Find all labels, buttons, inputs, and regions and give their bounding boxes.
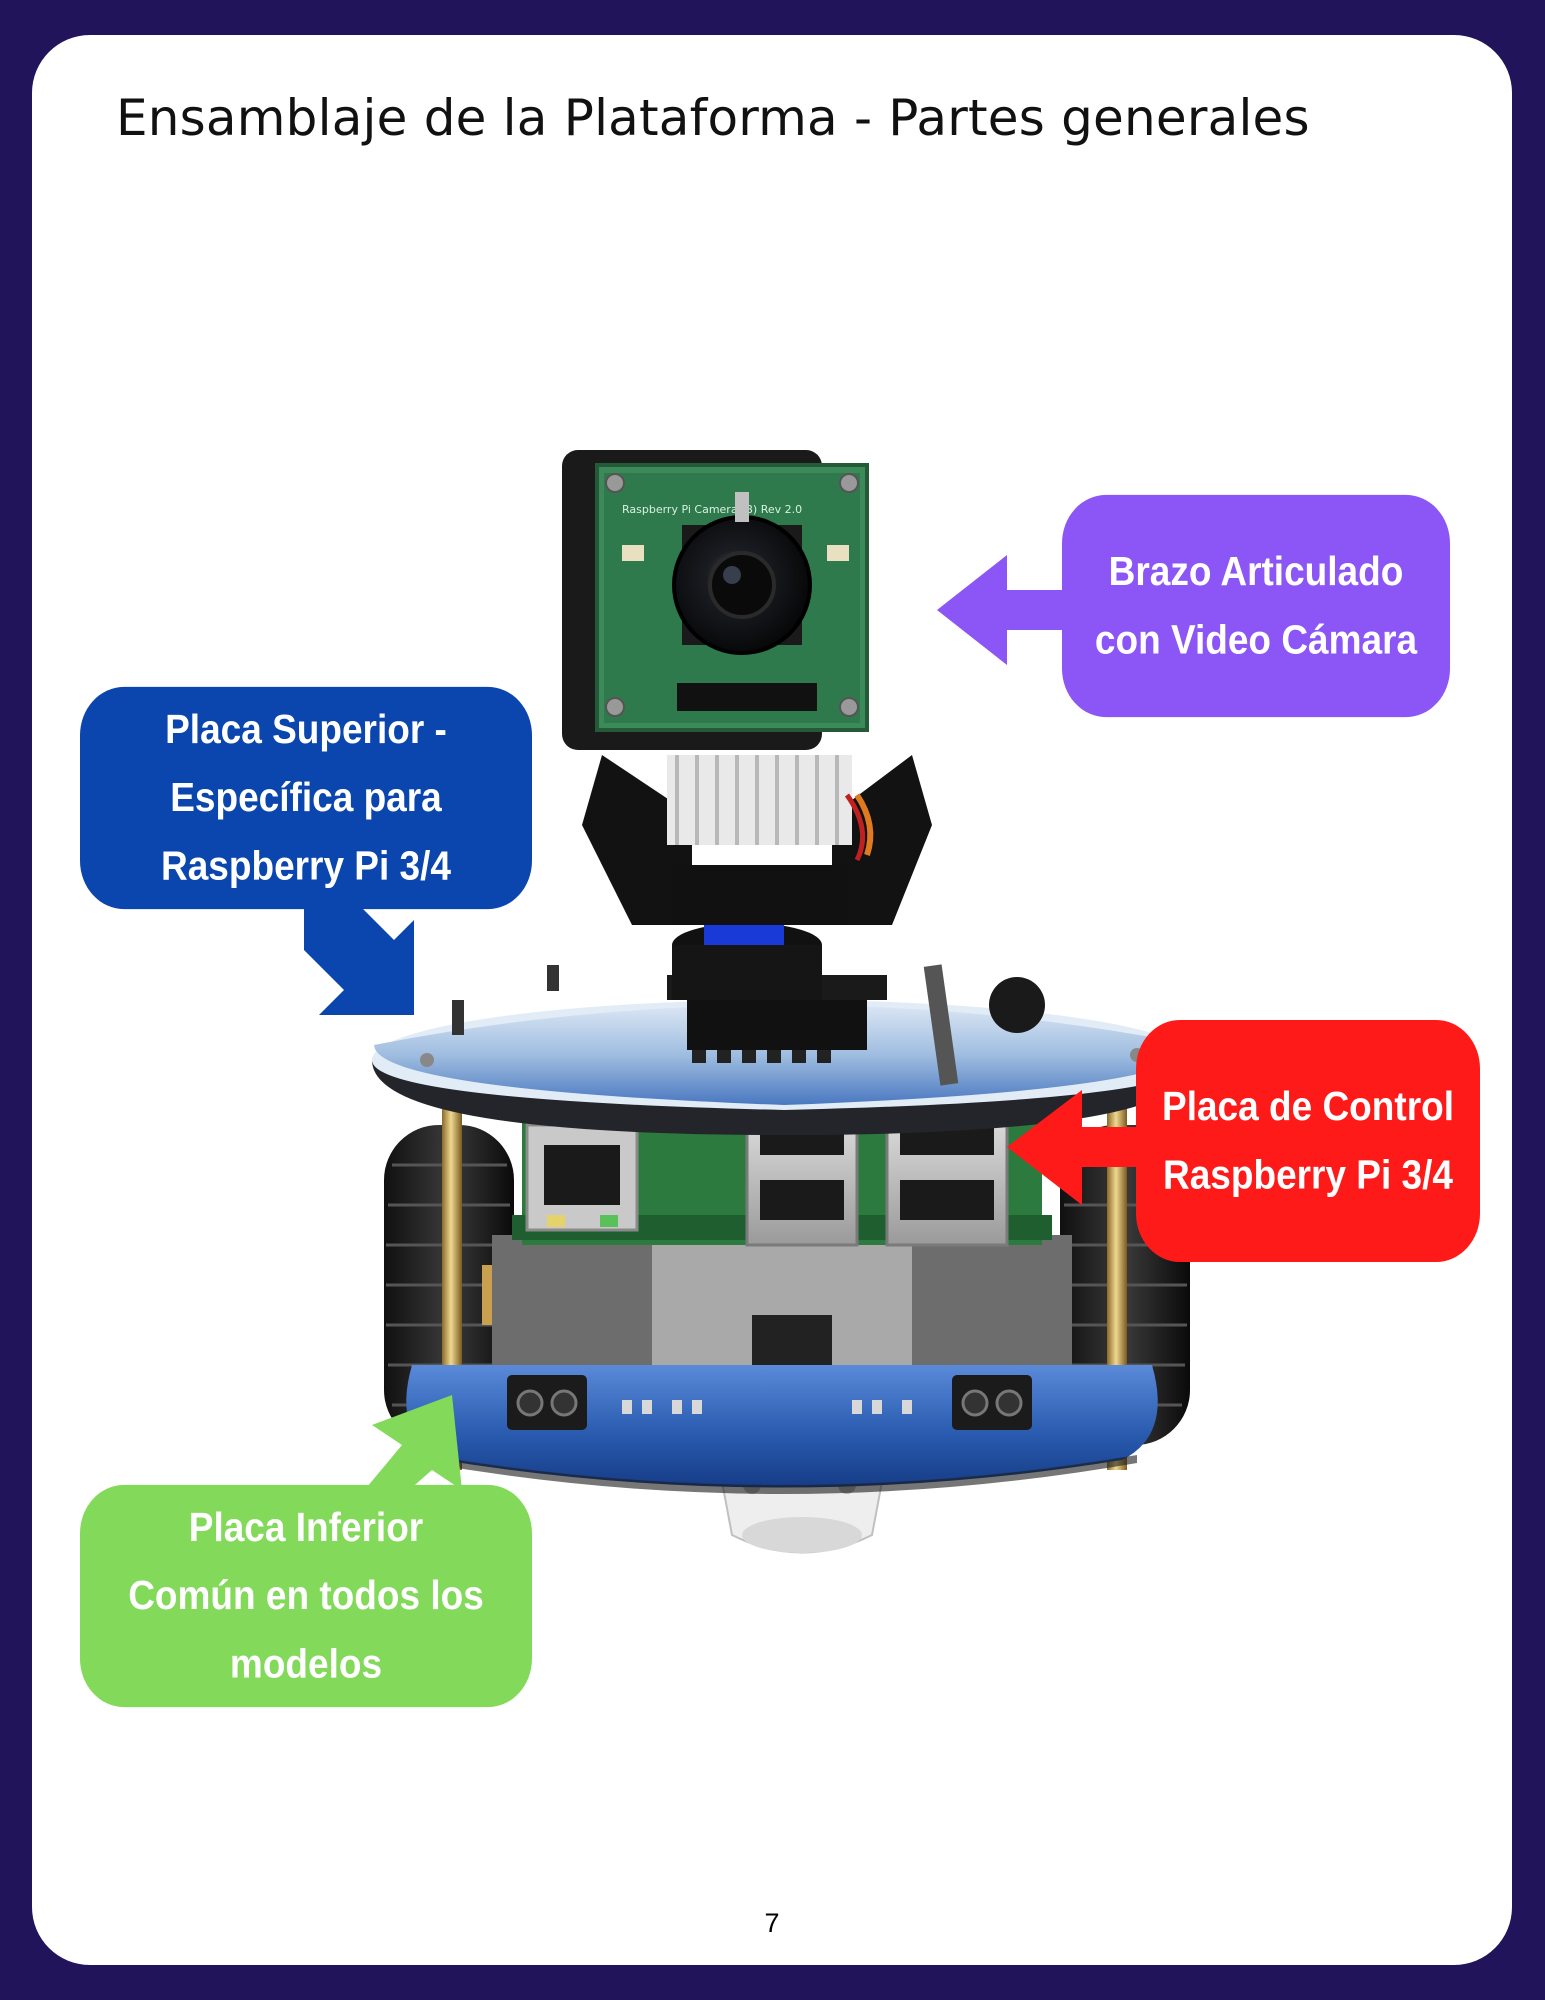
camera-board-text: Raspberry Pi Camera (B) Rev 2.0 — [622, 503, 802, 516]
robot-platform-photo: Raspberry Pi Camera (B) Rev 2.0 — [372, 450, 1196, 1554]
arrow-lower-board — [352, 1395, 462, 1505]
arrow-control-board — [1007, 1090, 1147, 1205]
page: Ensamblaje de la Plataforma - Partes gen… — [32, 35, 1512, 1965]
callout-upper-line2: Específica para — [170, 774, 442, 820]
upper-board — [372, 964, 1196, 1135]
page-number: 7 — [764, 1908, 780, 1938]
callout-upper-line3: Raspberry Pi 3/4 — [161, 843, 451, 889]
callout-control-line2: Raspberry Pi 3/4 — [1163, 1152, 1453, 1198]
callout-upper-line1: Placa Superior - — [165, 706, 447, 752]
callout-lower-board: Placa Inferior Común en todos los modelo… — [80, 1484, 532, 1708]
pan-tilt-arm — [582, 755, 932, 925]
camera-module: Raspberry Pi Camera (B) Rev 2.0 — [562, 450, 869, 750]
arrow-camera — [937, 555, 1067, 665]
callout-lower-line1: Placa Inferior — [188, 1504, 424, 1550]
lower-board — [406, 1365, 1158, 1494]
callout-lower-line3: modelos — [229, 1641, 383, 1687]
callout-lower-line2: Común en todos los — [128, 1572, 484, 1618]
callout-camera-arm: Brazo Articulado con Video Cámara — [1062, 494, 1450, 718]
callout-upper-board: Placa Superior - Específica para Raspber… — [80, 686, 532, 910]
callout-camera-line2: con Video Cámara — [1094, 617, 1418, 663]
callout-control-line1: Placa de Control — [1162, 1083, 1454, 1129]
arrow-upper-board — [304, 895, 414, 1015]
callout-camera-line1: Brazo Articulado — [1108, 548, 1404, 594]
pan-tilt-base — [667, 915, 887, 1050]
callout-control-board: Placa de Control Raspberry Pi 3/4 — [1136, 1020, 1480, 1262]
page-title: Ensamblaje de la Plataforma - Partes gen… — [116, 89, 1310, 147]
